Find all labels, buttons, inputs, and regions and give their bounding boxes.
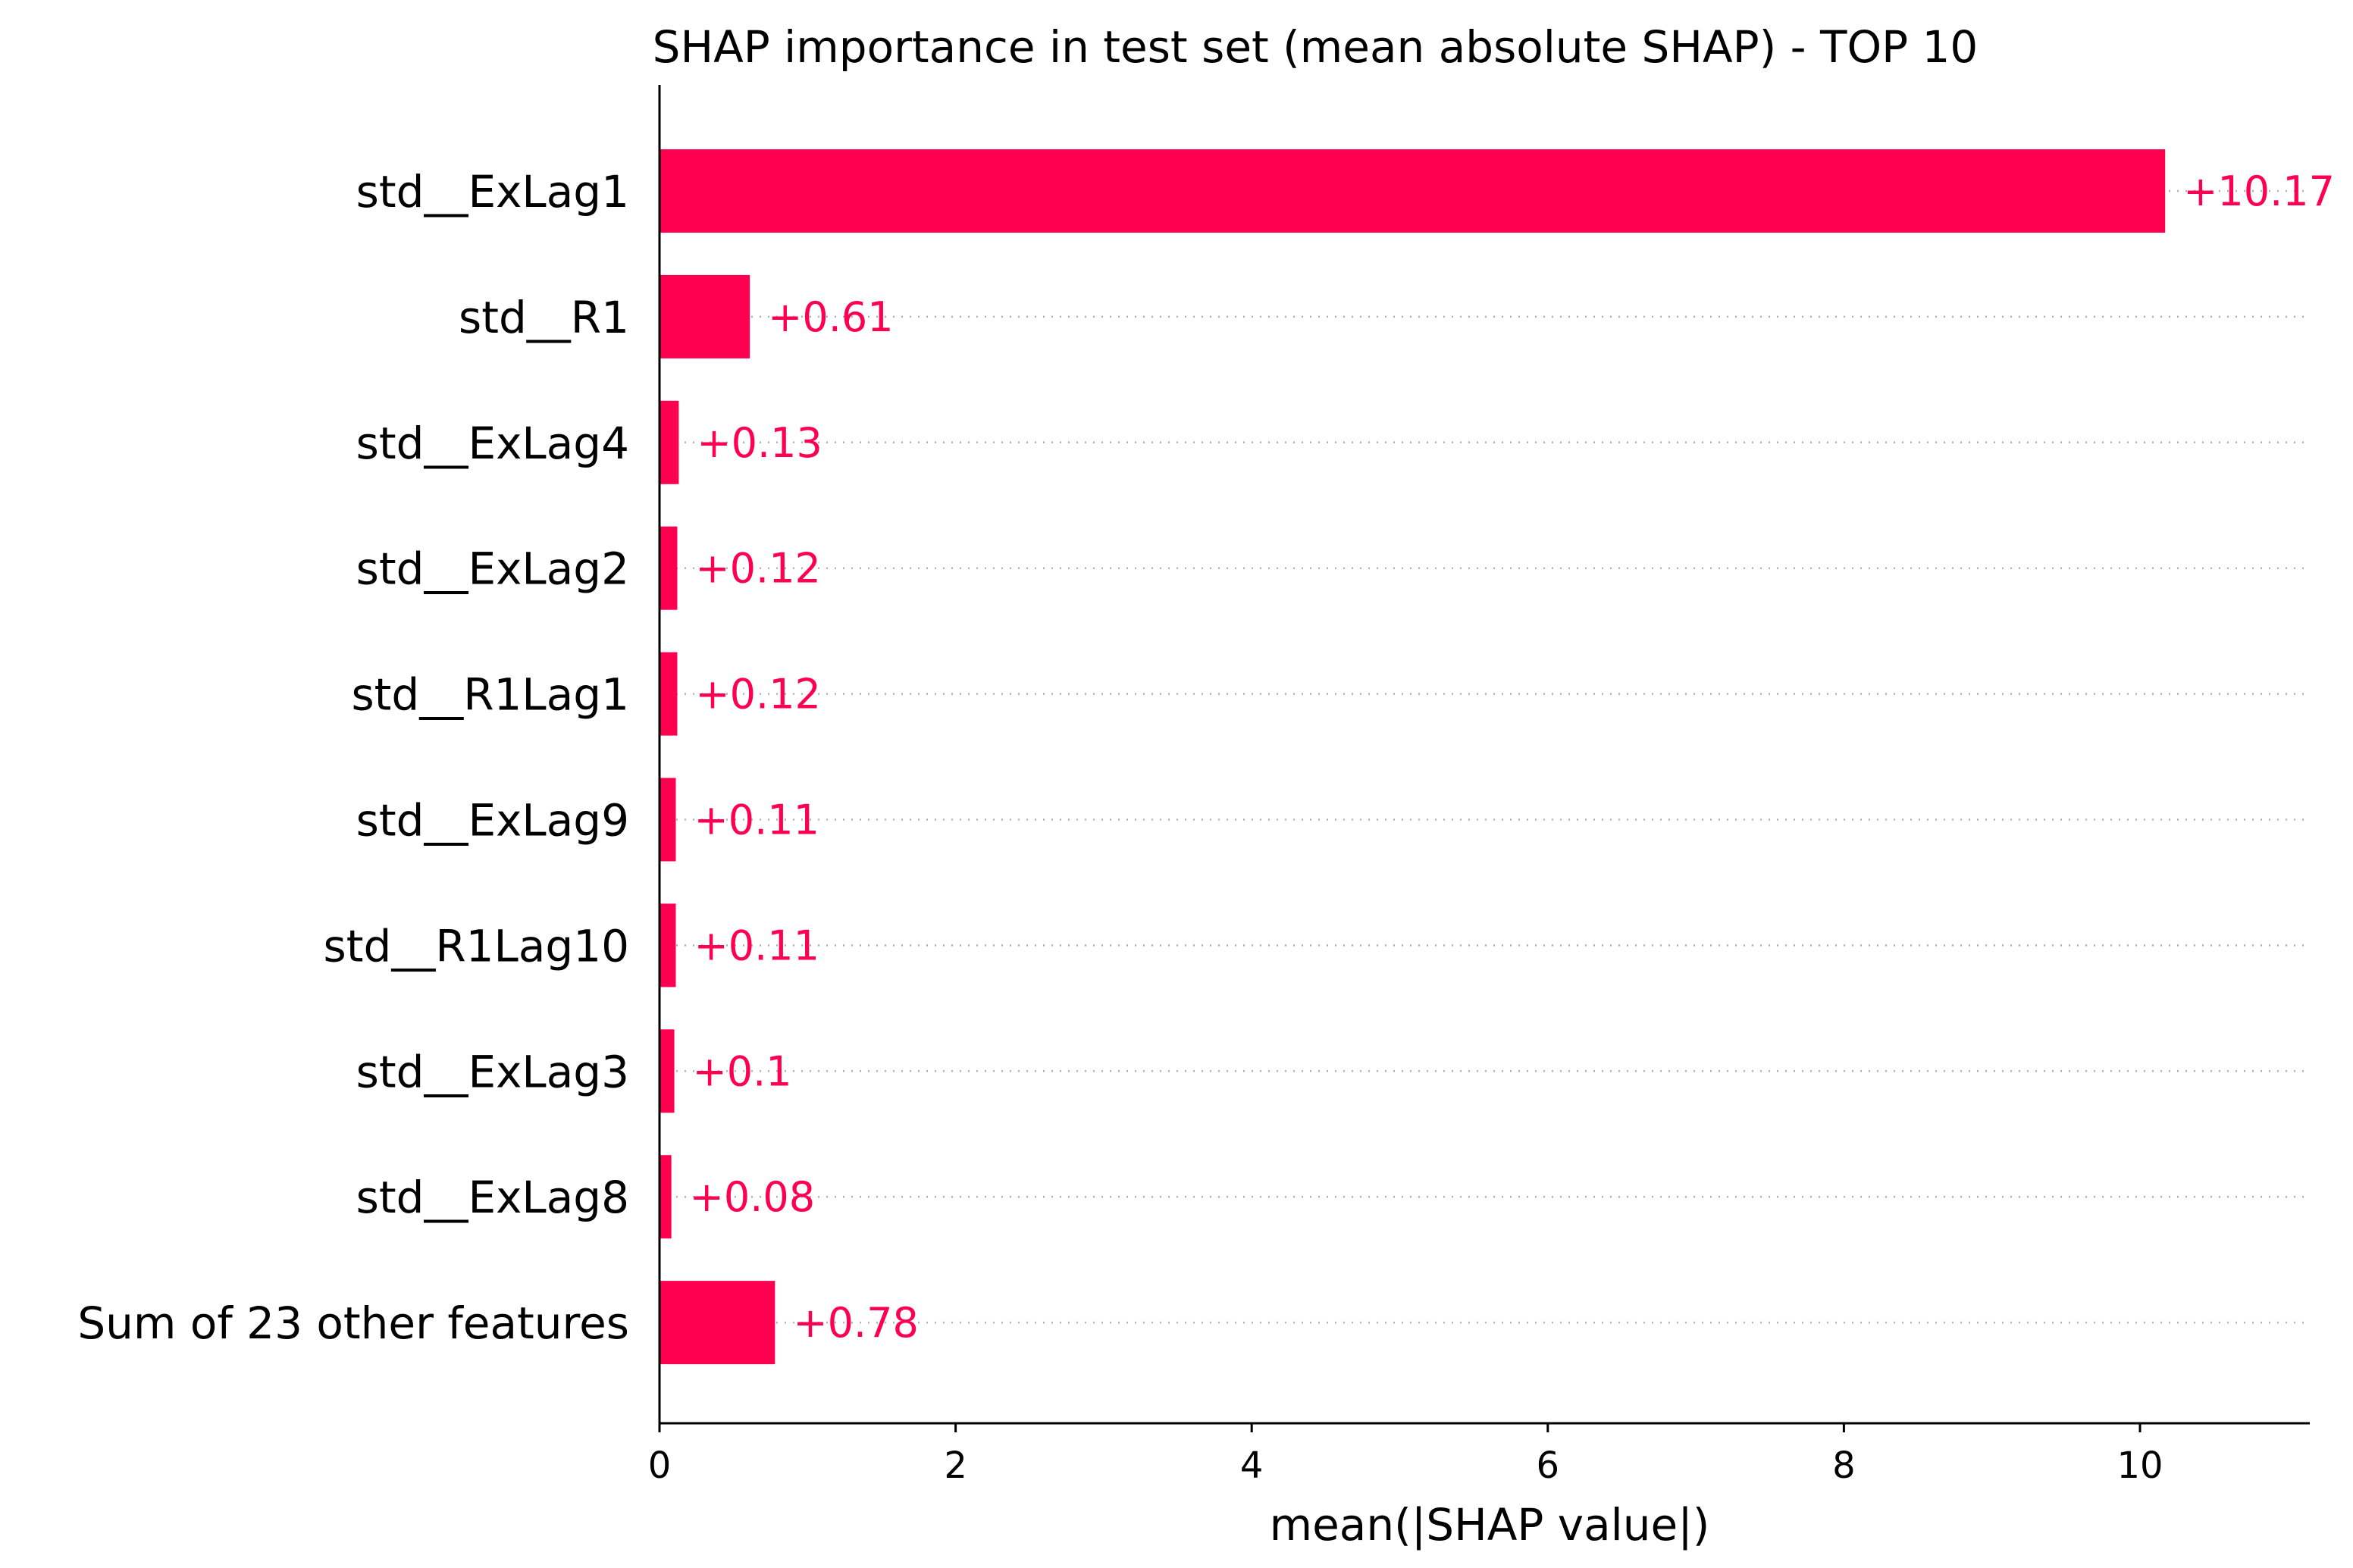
bar xyxy=(660,274,750,358)
y-tick-label: std__ExLag2 xyxy=(356,543,629,595)
y-tick-labels: std__ExLag1 std__R1 std__ExLag4 std__ExLag2… xyxy=(77,166,629,1349)
bar xyxy=(660,1029,675,1113)
x-tick-label: 0 xyxy=(648,1444,672,1487)
data-label: +0.11 xyxy=(694,797,819,844)
y-tick-label: std__ExLag9 xyxy=(356,795,629,847)
y-tick-label: std__R1Lag1 xyxy=(351,669,629,721)
x-tick-label: 8 xyxy=(1832,1444,1856,1487)
bar xyxy=(660,903,676,987)
data-label: +0.11 xyxy=(694,922,819,969)
bars xyxy=(660,149,2166,1365)
y-tick-label: std__ExLag1 xyxy=(356,166,629,218)
y-tick-label: std__ExLag3 xyxy=(356,1046,629,1097)
x-tick-label: 6 xyxy=(1537,1444,1560,1487)
bar xyxy=(660,400,679,484)
x-axis-label: mean(|SHAP value|) xyxy=(1270,1499,1710,1551)
grid-lines xyxy=(660,189,2304,1324)
bar xyxy=(660,1155,672,1239)
data-label: +10.17 xyxy=(2183,167,2335,215)
bar xyxy=(660,1281,775,1365)
data-label: +0.08 xyxy=(690,1173,815,1221)
data-label: +0.13 xyxy=(697,419,822,467)
data-label: +0.61 xyxy=(768,293,893,341)
data-label: +0.12 xyxy=(695,545,820,593)
y-tick-label: std__ExLag8 xyxy=(356,1172,629,1223)
x-tick-label: 4 xyxy=(1240,1444,1264,1487)
bar xyxy=(660,652,678,736)
bar xyxy=(660,778,676,862)
bar xyxy=(660,526,678,610)
y-tick-label: std__R1 xyxy=(459,292,629,343)
data-label: +0.1 xyxy=(693,1047,792,1095)
y-tick-label: std__R1Lag10 xyxy=(324,920,629,972)
y-tick-label: Sum of 23 other features xyxy=(77,1297,629,1349)
bar xyxy=(660,149,2166,233)
x-axis-ticks: 0 2 4 6 8 10 xyxy=(648,1423,2163,1487)
x-tick-label: 10 xyxy=(2116,1444,2163,1487)
x-tick-label: 2 xyxy=(944,1444,967,1487)
y-tick-label: std__ExLag4 xyxy=(356,418,629,469)
data-label: +0.12 xyxy=(695,671,820,718)
data-label: +0.78 xyxy=(793,1299,918,1347)
value-labels: +10.17 +0.61 +0.13 +0.12 +0.12 +0.11 +0.11 +0.1… xyxy=(690,167,2335,1347)
chart-title: SHAP importance in test set (mean absolu… xyxy=(653,21,1979,73)
